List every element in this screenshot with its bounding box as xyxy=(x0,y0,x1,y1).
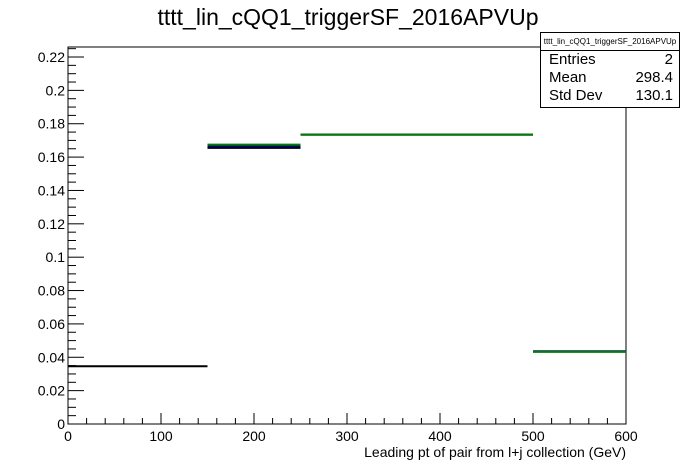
histogram-bins xyxy=(68,133,626,368)
x-tick-label: 400 xyxy=(428,428,452,444)
y-tick-label: 0.04 xyxy=(38,349,65,365)
x-tick-label: 300 xyxy=(335,428,359,444)
stats-value: 298.4 xyxy=(635,69,673,86)
x-tick-label: 0 xyxy=(64,428,72,444)
stats-value: 130.1 xyxy=(635,87,673,104)
y-tick-label: 0.1 xyxy=(46,249,66,265)
x-tick-label: 200 xyxy=(242,428,266,444)
stats-box-title: tttt_lin_cQQ1_triggerSF_2016APVUp xyxy=(541,33,679,51)
x-tick-label: 500 xyxy=(521,428,545,444)
y-tick-label: 0.14 xyxy=(38,182,65,198)
x-tick-label: 600 xyxy=(614,428,638,444)
stats-row-mean: Mean 298.4 xyxy=(541,69,679,87)
x-axis: 0 100 200 300 400 500 600 xyxy=(64,413,638,444)
stats-row-entries: Entries 2 xyxy=(541,51,679,69)
y-tick-label: 0.18 xyxy=(38,116,65,132)
stats-label: Mean xyxy=(549,69,587,86)
stats-row-stddev: Std Dev 130.1 xyxy=(541,87,679,105)
stats-value: 2 xyxy=(664,51,673,68)
x-axis-label: Leading pt of pair from l+j collection (… xyxy=(364,444,626,460)
y-tick-label: 0.06 xyxy=(38,316,65,332)
stats-box: tttt_lin_cQQ1_triggerSF_2016APVUp Entrie… xyxy=(540,32,680,108)
stats-label: Entries xyxy=(549,51,596,68)
y-axis: 0 0.02 0.04 0.06 0.08 0.1 0.12 0.14 0.16 0.18 0.2 0… xyxy=(38,48,84,432)
y-tick-label: 0.12 xyxy=(38,216,65,232)
x-tick-label: 100 xyxy=(149,428,173,444)
y-tick-label: 0.2 xyxy=(46,82,66,98)
y-tick-label: 0.22 xyxy=(38,49,65,65)
y-tick-label: 0.16 xyxy=(38,149,65,165)
y-tick-label: 0.02 xyxy=(38,383,65,399)
y-tick-label: 0.08 xyxy=(38,283,65,299)
y-tick-label: 0 xyxy=(57,416,65,432)
chart-title: tttt_lin_cQQ1_triggerSF_2016APVUp xyxy=(157,4,539,30)
stats-label: Std Dev xyxy=(549,87,603,104)
